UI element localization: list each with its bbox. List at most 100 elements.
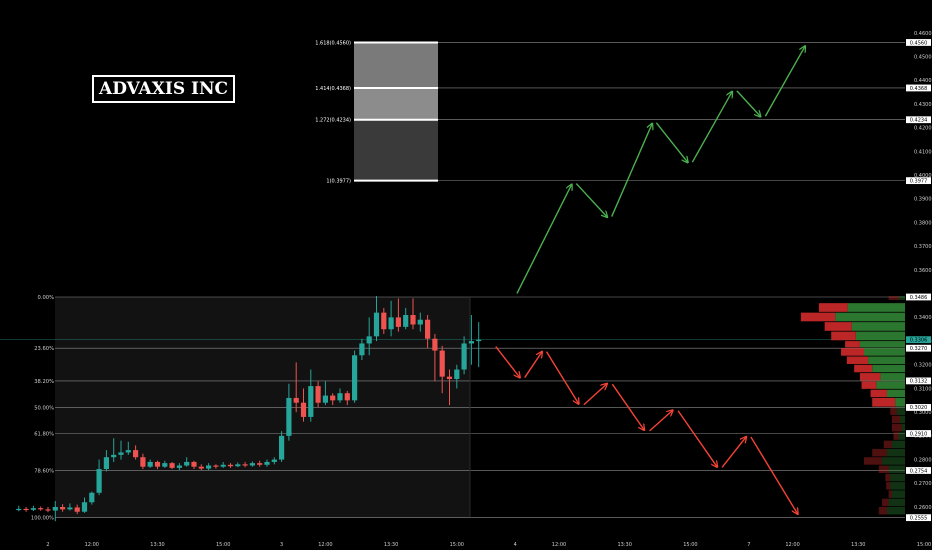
candle-body (52, 506, 58, 511)
candle-body (286, 397, 292, 436)
candle-body (388, 317, 394, 330)
candle-body (417, 319, 423, 325)
candle-body (74, 507, 80, 512)
volume-profile-down-bar (883, 440, 892, 449)
price-axis: 0.4600 0.4500 0.4400 0.4300 0.4200 0.4100 0.40… (905, 0, 932, 550)
price-marker-box (906, 116, 931, 124)
projection-up-arrow (655, 122, 688, 163)
last-price-label: 0.3306 (910, 337, 928, 343)
volume-profile-down-bar (882, 498, 889, 507)
candle-body (403, 315, 409, 327)
fib-level-labels: 0.00% 23.60% 38.20% 50.00% 61.80% 78.60% 100.0… (31, 40, 351, 521)
fib-retracement-label: 50.00% (34, 405, 54, 411)
volume-profile-up-bar (890, 482, 905, 490)
candle-body (96, 469, 102, 493)
price-marker-label: 0.3486 (910, 295, 928, 301)
fib-extension-zone (354, 42, 438, 88)
volume-profile-up-bar (895, 397, 905, 407)
candle-body (89, 492, 95, 503)
time-tick-label: 15:00 (450, 542, 464, 548)
candle-body (264, 461, 270, 465)
volume-profile-down-bar (841, 348, 864, 356)
candle-body (439, 350, 445, 377)
time-tick-label: 3 (280, 542, 283, 548)
volume-profile-up-bar (868, 356, 905, 364)
volume-profile-down-bar (846, 356, 869, 364)
fib-extension-label: 1(0.3977) (326, 179, 351, 185)
fib-extension-zone (354, 119, 438, 181)
candle-body (395, 317, 401, 327)
price-axis-background (905, 0, 932, 550)
candle-body (162, 463, 168, 467)
candle-body (60, 506, 66, 510)
volume-profile-down-bar (854, 364, 873, 373)
volume-profile-down-bar (888, 490, 892, 498)
volume-profile-down-bar (818, 303, 848, 312)
price-tick-label: 0.3900 (914, 197, 932, 203)
volume-profile-up-bar (900, 415, 905, 424)
candle-body (45, 509, 51, 511)
volume-profile-up-bar (890, 473, 905, 482)
projection-down-arrow (545, 351, 578, 404)
candle-body (352, 355, 358, 401)
projection-down-arrow (495, 346, 520, 378)
candle-body (220, 464, 226, 467)
volume-profile-down-bar (890, 407, 897, 415)
price-marker-box (906, 39, 931, 46)
time-tick-label: 13:30 (851, 542, 865, 548)
candle-body (118, 452, 124, 455)
volume-profile-up-bar (891, 440, 905, 449)
price-marker-label: 0.4560 (910, 40, 928, 46)
price-marker-box (906, 467, 931, 474)
volume-profile-up-bar (882, 457, 905, 465)
fib-retracement-label: 38.20% (34, 379, 54, 385)
price-marker-label: 0.3020 (910, 405, 928, 411)
price-marker-box (906, 377, 931, 385)
time-tick-label: 12:00 (85, 542, 99, 548)
candle-body (461, 343, 467, 370)
projection-up-arrow (691, 91, 732, 163)
projection-down-arrow (524, 352, 542, 378)
candle-body (476, 339, 482, 342)
volume-profile-down-bar (885, 473, 891, 482)
price-marker-label: 0.4368 (910, 86, 928, 92)
time-tick-label: 12:00 (552, 542, 566, 548)
time-tick-label: 15:00 (216, 542, 230, 548)
price-tick-label: 0.3600 (914, 268, 932, 274)
candle-body (191, 461, 197, 467)
projection-down-arrow (721, 437, 746, 468)
candle-body (23, 508, 29, 511)
volume-profile-down-bar (861, 381, 877, 389)
price-tick-label: 0.4600 (914, 31, 932, 37)
volume-profile-up-bar (888, 465, 905, 474)
projection-up-arrow (516, 184, 572, 294)
price-marker-label: 0.3977 (910, 178, 928, 184)
time-tick-label: 13:30 (617, 542, 631, 548)
volume-profile-down-bar (824, 322, 852, 331)
projection-arrows (495, 46, 805, 514)
price-marker-box (906, 344, 931, 352)
volume-profile-up-bar (886, 448, 905, 457)
candle-body (38, 508, 44, 510)
candle-body (468, 341, 474, 344)
time-tick-label: 4 (514, 542, 517, 548)
candle-body (103, 457, 109, 470)
price-marker-box (906, 404, 931, 411)
volume-profile-down-bar (891, 415, 901, 424)
last-price-box (906, 336, 931, 344)
price-tick-label: 0.3100 (914, 386, 932, 392)
candle-body (213, 465, 219, 467)
price-tick-label: 0.4200 (914, 126, 932, 132)
price-marker-box (906, 293, 931, 301)
fib-extension-zone (354, 87, 438, 120)
candle-body (271, 459, 277, 462)
price-tick-label: 0.3800 (914, 220, 932, 226)
volume-profile-up-bar (876, 381, 905, 389)
price-marker-label: 0.3132 (910, 379, 928, 385)
volume-profile-up-bar (864, 348, 905, 356)
candle-body (373, 312, 380, 337)
candle-body (315, 386, 321, 403)
chart-title: ADVAXIS INC (92, 75, 236, 103)
volume-profile-down-bar (870, 389, 887, 398)
